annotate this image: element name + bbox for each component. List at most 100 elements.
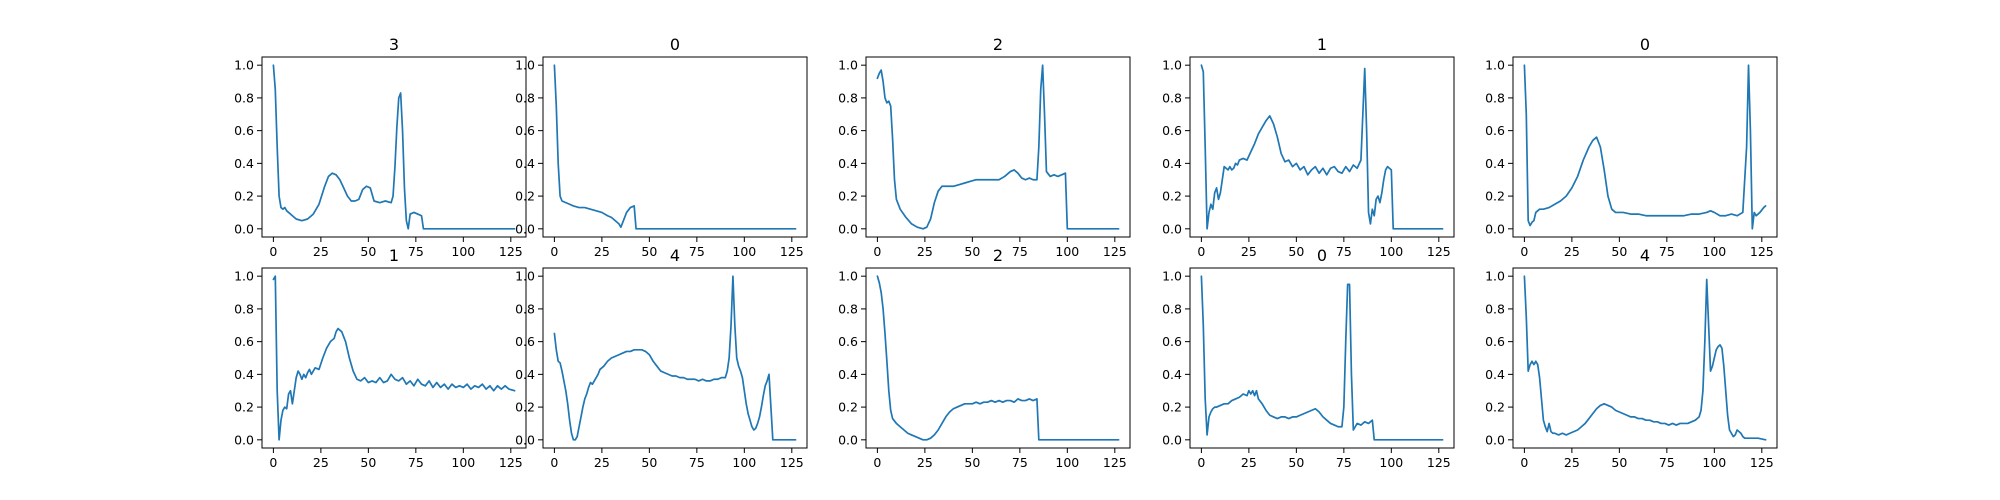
subplot-6: 0 25 50 75 100 125 0.0 0.2 0.4 0.6 0.8 1.0 1: [234, 246, 527, 470]
subplot-title: 0: [670, 35, 680, 54]
axes-frame: [1512, 56, 1778, 238]
subplot-3: 0 25 50 75 100 125 0.0 0.2 0.4 0.6 0.8 1.0 2: [838, 35, 1131, 259]
x-tick-label: 100: [732, 244, 756, 259]
y-tick-label: 1.0: [838, 58, 858, 73]
axes-frame: [261, 267, 527, 449]
subplot-title: 4: [1640, 246, 1650, 265]
series-line: [876, 275, 1120, 441]
axes-frame: [542, 267, 808, 449]
y-tick-label: 0.8: [515, 90, 535, 105]
x-tick-label: 75: [1659, 244, 1675, 259]
subplot-9: 0 25 50 75 100 125 0.0 0.2 0.4 0.6 0.8 1.0 0: [1162, 246, 1455, 470]
x-tick-label: 50: [964, 244, 980, 259]
series-line: [553, 275, 797, 441]
y-tick-label: 0.4: [1485, 156, 1505, 171]
x-tick-label: 0: [269, 244, 277, 259]
x-tick-label: 50: [641, 455, 657, 470]
x-tick-label: 25: [917, 244, 933, 259]
y-tick-label: 0.6: [234, 123, 254, 138]
x-tick-label: 25: [1241, 244, 1257, 259]
x-tick-label: 100: [732, 455, 756, 470]
axes-frame: [865, 56, 1131, 238]
x-tick-label: 75: [408, 455, 424, 470]
y-tick-label: 0.0: [1485, 221, 1505, 236]
x-tick-label: 0: [1520, 244, 1528, 259]
series-line: [876, 64, 1120, 230]
x-tick-label: 100: [1055, 455, 1079, 470]
y-tick-label: 0.6: [234, 334, 254, 349]
x-tick-label: 0: [1197, 244, 1205, 259]
y-tick-label: 0.8: [515, 301, 535, 316]
y-tick-label: 0.8: [838, 301, 858, 316]
x-tick-label: 25: [1241, 455, 1257, 470]
x-tick-label: 0: [1197, 455, 1205, 470]
y-tick-label: 1.0: [515, 58, 535, 73]
axes-frame: [542, 56, 808, 238]
y-tick-label: 1.0: [838, 269, 858, 284]
subplot-1: 0 25 50 75 100 125 0.0 0.2 0.4 0.6 0.8 1.0 3: [234, 35, 527, 259]
subplot-8: 0 25 50 75 100 125 0.0 0.2 0.4 0.6 0.8 1.0 2: [838, 246, 1131, 470]
axes-frame: [1189, 267, 1455, 449]
subplot-title: 3: [389, 35, 399, 54]
subplot-4: 0 25 50 75 100 125 0.0 0.2 0.4 0.6 0.8 1.0 1: [1162, 35, 1455, 259]
y-tick-label: 0.2: [234, 400, 254, 415]
y-tick-label: 1.0: [1162, 58, 1182, 73]
x-tick-label: 75: [1659, 455, 1675, 470]
series-line: [272, 64, 516, 230]
y-tick-label: 0.2: [234, 189, 254, 204]
x-tick-label: 50: [1288, 455, 1304, 470]
y-tick-label: 0.2: [515, 189, 535, 204]
y-tick-label: 0.6: [1485, 123, 1505, 138]
x-tick-label: 100: [451, 244, 475, 259]
x-tick-label: 100: [1702, 455, 1726, 470]
y-tick-label: 0.2: [838, 400, 858, 415]
series-line: [1200, 64, 1444, 230]
x-tick-label: 0: [550, 455, 558, 470]
x-tick-label: 75: [689, 455, 705, 470]
x-tick-label: 125: [1750, 455, 1774, 470]
y-tick-label: 0.2: [515, 400, 535, 415]
y-tick-label: 0.6: [838, 123, 858, 138]
y-tick-label: 0.6: [1162, 334, 1182, 349]
x-tick-label: 50: [1611, 244, 1627, 259]
x-tick-label: 25: [313, 244, 329, 259]
y-tick-label: 0.8: [1485, 90, 1505, 105]
x-tick-label: 25: [594, 455, 610, 470]
subplot-10: 0 25 50 75 100 125 0.0 0.2 0.4 0.6 0.8 1.0 4: [1485, 246, 1778, 470]
y-tick-label: 0.0: [838, 221, 858, 236]
x-tick-label: 25: [1564, 455, 1580, 470]
series-line: [272, 275, 516, 441]
y-tick-label: 1.0: [1485, 269, 1505, 284]
series-line: [1523, 64, 1767, 230]
x-tick-label: 50: [1288, 244, 1304, 259]
y-tick-label: 0.6: [838, 334, 858, 349]
y-tick-label: 0.4: [234, 156, 254, 171]
y-tick-label: 0.0: [234, 221, 254, 236]
subplot-title: 4: [670, 246, 680, 265]
subplot-7: 0 25 50 75 100 125 0.0 0.2 0.4 0.6 0.8 1.0 4: [515, 246, 808, 470]
x-tick-label: 75: [1012, 244, 1028, 259]
subplot-title: 0: [1317, 246, 1327, 265]
subplot-title: 1: [1317, 35, 1327, 54]
y-tick-label: 0.4: [515, 156, 535, 171]
y-tick-label: 0.0: [1485, 432, 1505, 447]
x-tick-label: 75: [1012, 455, 1028, 470]
x-tick-label: 50: [641, 244, 657, 259]
series-line: [1200, 275, 1444, 441]
y-tick-label: 1.0: [1162, 269, 1182, 284]
subplot-title: 0: [1640, 35, 1650, 54]
subplot-title: 2: [993, 246, 1003, 265]
x-tick-label: 125: [499, 455, 523, 470]
x-tick-label: 100: [451, 455, 475, 470]
x-tick-label: 0: [873, 455, 881, 470]
x-tick-label: 0: [269, 455, 277, 470]
y-tick-label: 0.4: [1162, 156, 1182, 171]
y-tick-label: 1.0: [234, 269, 254, 284]
y-tick-label: 0.4: [234, 367, 254, 382]
y-tick-label: 1.0: [234, 58, 254, 73]
series-line: [553, 64, 797, 230]
x-tick-label: 25: [917, 455, 933, 470]
x-tick-label: 0: [873, 244, 881, 259]
y-tick-label: 0.8: [234, 301, 254, 316]
